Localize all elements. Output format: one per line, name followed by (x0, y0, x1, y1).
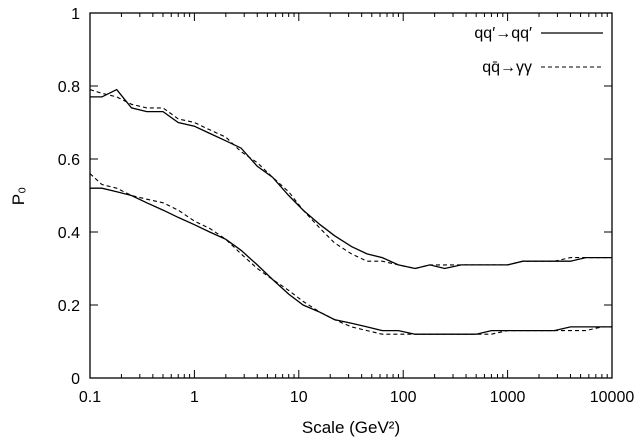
series-group (89, 88, 612, 335)
y-tick-label: 0.4 (58, 225, 80, 242)
axis-ticks: 0.1 1 10 100 1000 10000 0 0.2 0.4 0.6 0.8 1 (58, 6, 635, 406)
y-tick-label: 1 (71, 6, 80, 23)
y-axis-label: P₀ (9, 187, 28, 205)
y-tick-label: 0.8 (58, 79, 80, 96)
x-tick-label: 1000 (490, 389, 526, 406)
legend-label: qq̄→γγ (482, 59, 532, 76)
x-tick-label: 1 (190, 389, 199, 406)
series-line-4 (89, 173, 612, 335)
series-line-2 (89, 89, 612, 270)
y-tick-label: 0.2 (58, 298, 80, 315)
x-tick-label: 100 (390, 389, 417, 406)
series-line-1 (90, 88, 612, 270)
y-tick-label: 0 (71, 371, 80, 388)
x-tick-label: 10 (290, 389, 308, 406)
plot-frame (89, 12, 613, 379)
x-axis-label: Scale (GeV²) (302, 418, 400, 437)
legend-label: qq′→qq′ (474, 25, 532, 42)
x-tick-label: 10000 (590, 389, 635, 406)
legend: qq′→qq′ qq̄→γγ (474, 25, 603, 76)
y-tick-label: 0.6 (58, 152, 80, 169)
x-tick-label: 0.1 (79, 389, 101, 406)
